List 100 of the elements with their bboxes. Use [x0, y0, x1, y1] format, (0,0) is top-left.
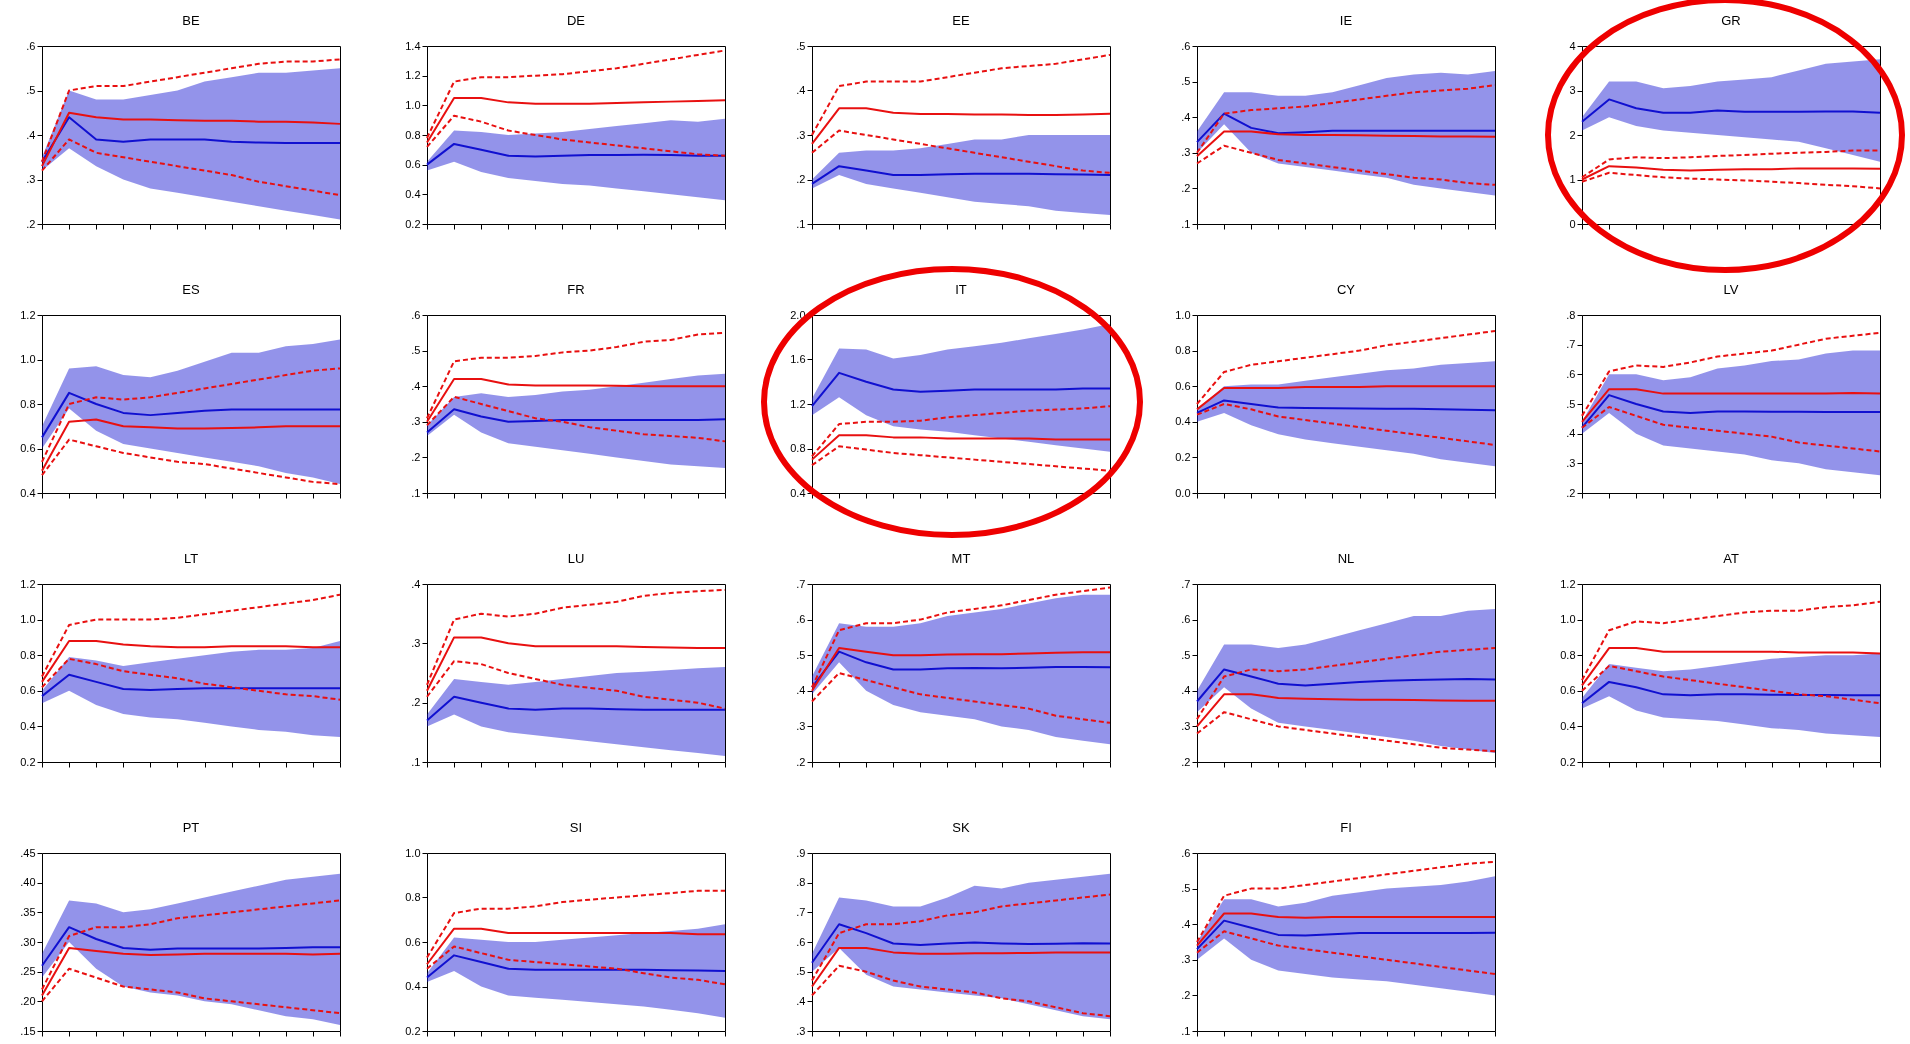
chart-title: LU: [567, 551, 585, 566]
y-tick-label: .30: [20, 935, 36, 948]
y-tick-label: .7: [1566, 338, 1576, 351]
y-tick-label: 0.8: [790, 442, 806, 454]
line-series: [811, 946, 1111, 988]
y-tick-label: .7: [796, 577, 806, 590]
y-tick-label: 1.6: [790, 353, 806, 365]
y-tick-label: 1.0: [405, 846, 421, 859]
y-tick-label: 0.4: [405, 187, 421, 200]
y-tick-label: .3: [796, 1024, 806, 1037]
y-tick-label: .6: [26, 39, 36, 52]
y-tick-label: .4: [796, 994, 806, 1007]
y-tick-label: .3: [1181, 146, 1191, 159]
line-series: [41, 391, 341, 439]
y-tick-label: .1: [1181, 217, 1191, 230]
line-series: [811, 586, 1111, 689]
line-series: [41, 58, 341, 163]
y-tick-label: .6: [1566, 367, 1576, 380]
y-tick-label: .5: [796, 39, 806, 52]
y-tick-label: .2: [26, 217, 36, 230]
line-series: [1196, 385, 1496, 411]
line-series: [41, 673, 341, 698]
line-series: [1196, 711, 1496, 753]
y-tick-label: .2: [411, 450, 421, 463]
y-tick-label: 1.0: [1560, 613, 1576, 626]
line-series: [1581, 680, 1881, 705]
y-tick-label: .1: [1181, 1024, 1191, 1037]
chart-title: SK: [952, 820, 970, 835]
y-tick-label: .3: [411, 415, 421, 428]
chart-title: IT: [955, 282, 967, 297]
line-series: [426, 889, 726, 959]
chart-title: FR: [567, 282, 585, 297]
line-series: [41, 367, 341, 463]
y-tick-label: .2: [411, 696, 421, 709]
y-tick-label: .2: [796, 173, 806, 185]
y-tick-label: .4: [411, 379, 421, 392]
y-tick-label: 0.8: [20, 648, 36, 661]
y-tick-label: .5: [26, 84, 36, 96]
y-tick-label: 1.0: [20, 613, 36, 626]
y-tick-label: 0: [1569, 217, 1576, 230]
y-tick-label: .6: [1181, 613, 1191, 626]
y-tick-label: 1.0: [20, 353, 36, 365]
line-series: [426, 660, 726, 710]
line-series: [1196, 693, 1496, 728]
line-series: [1196, 112, 1496, 144]
line-series: [1196, 668, 1496, 703]
y-tick-label: .3: [796, 128, 806, 141]
chart-title: GR: [1721, 13, 1741, 28]
line-series: [811, 672, 1111, 724]
line-series: [811, 371, 1111, 408]
y-tick-label: .5: [1181, 648, 1191, 661]
line-series: [41, 138, 341, 197]
y-tick-label: 0.2: [1175, 450, 1191, 463]
line-series: [41, 418, 341, 472]
y-tick-label: 0.4: [20, 486, 36, 499]
chart-title: SI: [569, 820, 583, 835]
y-tick-label: 0.4: [1560, 719, 1576, 732]
y-tick-label: 0.2: [405, 1024, 421, 1037]
y-tick-label: 0.8: [20, 397, 36, 410]
y-tick-label: .4: [1181, 684, 1191, 697]
line-series: [41, 657, 341, 701]
y-tick-label: .2: [1181, 755, 1191, 768]
y-tick-label: 1: [1569, 173, 1576, 185]
y-tick-label: .40: [20, 876, 36, 889]
y-tick-label: 0.8: [405, 128, 421, 141]
line-series: [1581, 647, 1881, 687]
y-tick-label: .7: [796, 905, 806, 918]
chart-title: LV: [1723, 282, 1739, 297]
y-tick-label: .4: [26, 128, 36, 141]
line-series: [1581, 664, 1881, 705]
y-tick-label: 0.6: [20, 684, 36, 697]
chart-title: ES: [182, 282, 200, 297]
y-tick-label: .3: [1181, 719, 1191, 732]
line-series: [1196, 330, 1496, 405]
y-tick-label: .8: [1566, 308, 1576, 321]
line-series: [426, 695, 726, 722]
y-tick-label: .6: [1181, 39, 1191, 52]
y-tick-label: .8: [796, 876, 806, 889]
y-tick-label: 1.0: [405, 98, 421, 111]
y-tick-label: 0.4: [405, 980, 421, 992]
y-tick-label: 1.4: [405, 39, 421, 52]
y-tick-label: .35: [20, 905, 36, 918]
y-tick-label: .3: [26, 173, 36, 185]
line-series: [1196, 403, 1496, 446]
y-tick-label: .4: [796, 684, 806, 697]
y-tick-label: .3: [1566, 456, 1576, 469]
y-tick-label: .45: [20, 846, 36, 859]
chart-title: BE: [182, 13, 200, 28]
y-tick-label: .5: [796, 648, 806, 661]
y-tick-label: .5: [796, 965, 806, 978]
y-tick-label: 0.2: [405, 217, 421, 230]
chart-title: LT: [183, 551, 199, 566]
chart-title: AT: [1723, 551, 1739, 566]
line-series: [1581, 405, 1881, 453]
y-tick-label: .4: [1181, 917, 1191, 930]
y-tick-label: 0.4: [1175, 415, 1191, 428]
line-series: [426, 945, 726, 986]
y-tick-label: 4: [1569, 39, 1576, 52]
line-series: [426, 927, 726, 966]
y-tick-label: .5: [1181, 75, 1191, 88]
